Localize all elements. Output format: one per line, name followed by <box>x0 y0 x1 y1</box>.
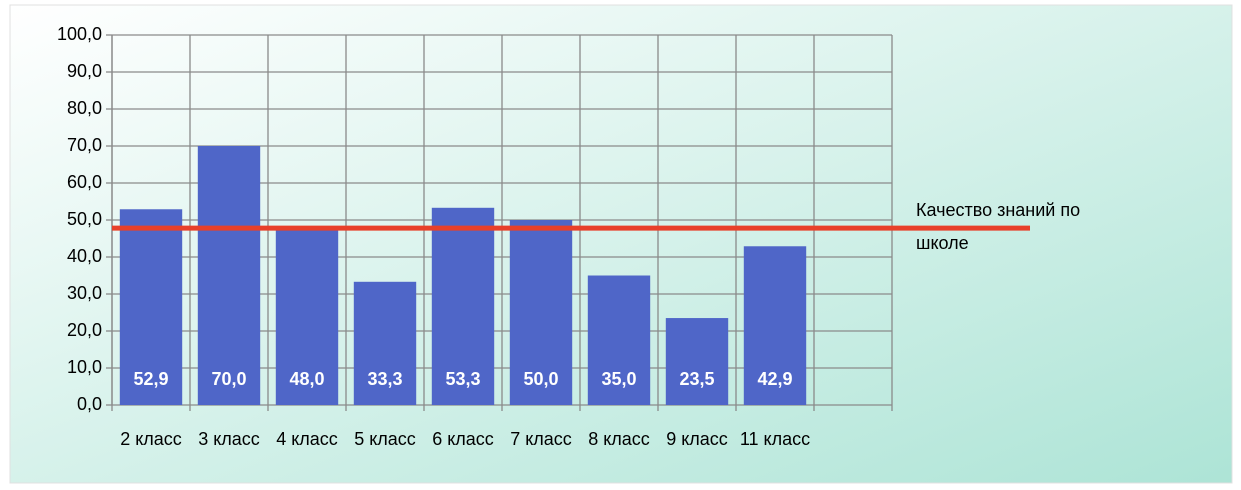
y-tick-label: 100,0 <box>57 24 102 44</box>
data-label: 35,0 <box>601 369 636 389</box>
y-tick-label: 80,0 <box>67 98 102 118</box>
y-tick-label: 10,0 <box>67 357 102 377</box>
bar <box>665 318 729 405</box>
bar <box>353 281 417 405</box>
x-tick-label: 9 класс <box>666 429 728 449</box>
x-tick-label: 7 класс <box>510 429 572 449</box>
y-tick-label: 30,0 <box>67 283 102 303</box>
bar <box>743 246 807 405</box>
y-tick-label: 60,0 <box>67 172 102 192</box>
y-tick-label: 40,0 <box>67 246 102 266</box>
y-tick-label: 70,0 <box>67 135 102 155</box>
data-label: 33,3 <box>367 369 402 389</box>
data-label: 42,9 <box>757 369 792 389</box>
data-label: 48,0 <box>289 369 324 389</box>
x-tick-label: 3 класс <box>198 429 260 449</box>
y-tick-label: 90,0 <box>67 61 102 81</box>
bar <box>431 207 495 405</box>
data-label: 50,0 <box>523 369 558 389</box>
x-tick-label: 4 класс <box>276 429 338 449</box>
legend-label: Качество знаний по школе <box>916 200 1081 253</box>
data-label: 53,3 <box>445 369 480 389</box>
data-label: 70,0 <box>211 369 246 389</box>
x-tick-label: 6 класс <box>432 429 494 449</box>
x-tick-label: 11 класс <box>740 429 810 449</box>
bar <box>119 209 183 405</box>
x-tick-label: 8 класс <box>588 429 650 449</box>
bar <box>197 146 261 405</box>
data-label: 52,9 <box>133 369 168 389</box>
bar <box>509 220 573 405</box>
x-tick-label: 2 класс <box>120 429 182 449</box>
data-label: 23,5 <box>679 369 714 389</box>
bar <box>587 275 651 405</box>
y-tick-label: 20,0 <box>67 320 102 340</box>
bar <box>275 227 339 405</box>
y-tick-label: 0,0 <box>77 394 102 414</box>
y-tick-label: 50,0 <box>67 209 102 229</box>
x-tick-label: 5 класс <box>354 429 416 449</box>
